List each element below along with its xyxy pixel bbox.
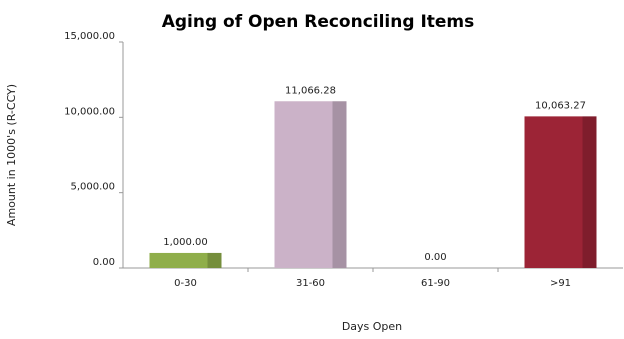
y-tick-label: 10,000.00 xyxy=(64,106,115,117)
x-tick-label: 0-30 xyxy=(174,278,197,289)
bar-shade xyxy=(332,101,347,268)
bar-shade xyxy=(207,252,222,268)
x-tick-label: >91 xyxy=(550,278,571,289)
value-label: 0.00 xyxy=(424,252,446,263)
bar-shade xyxy=(582,116,597,268)
bar xyxy=(149,252,222,268)
value-label: 1,000.00 xyxy=(163,237,208,248)
y-axis-title: Amount in 1000's (R-CCY) xyxy=(5,84,18,226)
y-tick-label: 0.00 xyxy=(93,257,115,268)
y-tick-label: 5,000.00 xyxy=(70,182,115,193)
value-label: 11,066.28 xyxy=(285,85,336,96)
x-axis-title: Days Open xyxy=(342,320,402,333)
x-tick-label: 31-60 xyxy=(296,278,325,289)
x-tick-label: 61-90 xyxy=(421,278,450,289)
chart-title: Aging of Open Reconciling Items xyxy=(162,12,475,32)
bar xyxy=(524,116,597,268)
bar xyxy=(274,101,347,268)
value-label: 10,063.27 xyxy=(535,100,586,111)
y-tick-label: 15,000.00 xyxy=(64,31,115,42)
